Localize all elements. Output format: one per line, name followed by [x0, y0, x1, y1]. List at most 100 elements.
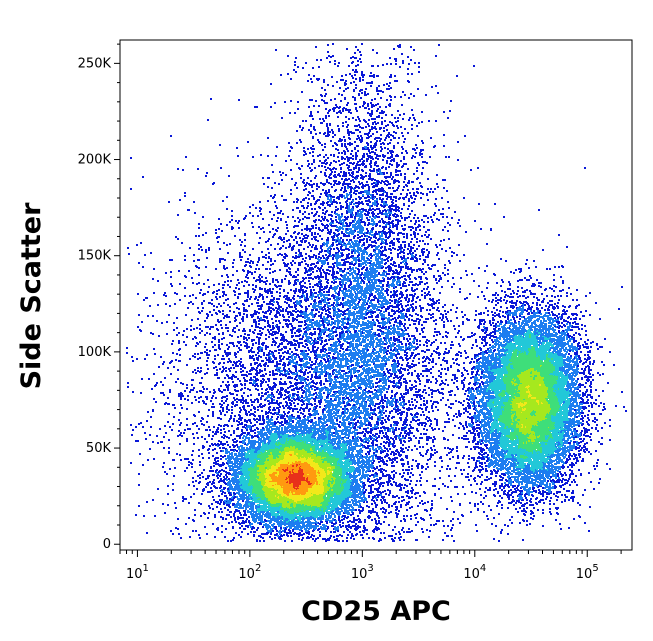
- scatter-point: [389, 492, 391, 494]
- scatter-point: [567, 349, 569, 351]
- scatter-point: [146, 501, 148, 503]
- scatter-point: [251, 401, 253, 403]
- scatter-point: [318, 315, 320, 317]
- scatter-point: [442, 213, 444, 215]
- scatter-point: [329, 61, 331, 63]
- scatter-point: [401, 225, 403, 227]
- scatter-point: [235, 220, 237, 222]
- scatter-point: [604, 422, 606, 424]
- scatter-point: [209, 391, 211, 393]
- scatter-point: [217, 241, 219, 243]
- scatter-point: [424, 425, 426, 427]
- scatter-point: [354, 228, 356, 230]
- scatter-point: [281, 179, 283, 181]
- scatter-point: [453, 382, 455, 384]
- scatter-point: [195, 530, 197, 532]
- scatter-point: [593, 488, 595, 490]
- scatter-point: [397, 142, 399, 144]
- scatter-point: [501, 529, 503, 531]
- scatter-point: [132, 391, 134, 393]
- scatter-point: [352, 275, 354, 277]
- scatter-point: [481, 291, 483, 293]
- scatter-point: [276, 291, 278, 293]
- scatter-point: [483, 319, 485, 321]
- scatter-point: [335, 331, 337, 333]
- scatter-point: [379, 432, 381, 434]
- scatter-point: [483, 312, 485, 314]
- scatter-point: [220, 223, 222, 225]
- scatter-point: [327, 360, 329, 362]
- scatter-point: [461, 372, 463, 374]
- scatter-point: [371, 327, 373, 329]
- scatter-point: [248, 411, 250, 413]
- scatter-point: [173, 416, 175, 418]
- scatter-point: [224, 455, 226, 457]
- scatter-point: [407, 333, 409, 335]
- scatter-point: [450, 320, 452, 322]
- scatter-point: [333, 415, 335, 417]
- scatter-point: [575, 475, 577, 477]
- scatter-point: [367, 184, 369, 186]
- scatter-point: [389, 299, 391, 301]
- scatter-point: [484, 390, 486, 392]
- scatter-point: [501, 290, 503, 292]
- scatter-point: [425, 468, 427, 470]
- scatter-point: [359, 503, 361, 505]
- scatter-point: [449, 468, 451, 470]
- scatter-point: [315, 236, 317, 238]
- scatter-point: [380, 134, 382, 136]
- scatter-point: [322, 209, 324, 211]
- scatter-point: [339, 138, 341, 140]
- scatter-point: [355, 167, 357, 169]
- scatter-point: [259, 201, 261, 203]
- scatter-point: [257, 333, 259, 335]
- scatter-point: [425, 321, 427, 323]
- scatter-point: [333, 180, 335, 182]
- scatter-point: [278, 305, 280, 307]
- scatter-point: [443, 111, 445, 113]
- scatter-point: [379, 465, 381, 467]
- scatter-point: [460, 413, 462, 415]
- scatter-point: [455, 400, 457, 402]
- scatter-point: [599, 374, 601, 376]
- scatter-point: [422, 503, 424, 505]
- scatter-point: [418, 442, 420, 444]
- scatter-point: [483, 374, 485, 376]
- scatter-point: [405, 421, 407, 423]
- scatter-point: [179, 354, 181, 356]
- scatter-point: [393, 474, 395, 476]
- scatter-point: [618, 308, 620, 310]
- scatter-point: [378, 285, 380, 287]
- scatter-point: [445, 316, 447, 318]
- scatter-point: [360, 410, 362, 412]
- scatter-point: [416, 238, 418, 240]
- scatter-point: [418, 362, 420, 364]
- scatter-point: [381, 121, 383, 123]
- scatter-point: [408, 198, 410, 200]
- scatter-point: [341, 286, 343, 288]
- scatter-point: [496, 282, 498, 284]
- scatter-point: [468, 387, 470, 389]
- scatter-point: [333, 536, 335, 538]
- scatter-point: [421, 153, 423, 155]
- scatter-point: [288, 373, 290, 375]
- scatter-point: [463, 455, 465, 457]
- scatter-point: [457, 141, 459, 143]
- scatter-point: [358, 137, 360, 139]
- scatter-point: [493, 489, 495, 491]
- scatter-point: [303, 311, 305, 313]
- scatter-point: [294, 61, 296, 63]
- scatter-point: [319, 160, 321, 162]
- scatter-point: [364, 91, 366, 93]
- scatter-point: [137, 293, 139, 295]
- scatter-point: [471, 358, 473, 360]
- scatter-point: [429, 514, 431, 516]
- scatter-point: [259, 423, 261, 425]
- scatter-point: [425, 215, 427, 217]
- scatter-point: [194, 356, 196, 358]
- scatter-point: [297, 521, 299, 523]
- scatter-point: [138, 423, 140, 425]
- scatter-point: [434, 478, 436, 480]
- scatter-point: [158, 366, 160, 368]
- scatter-point: [506, 494, 508, 496]
